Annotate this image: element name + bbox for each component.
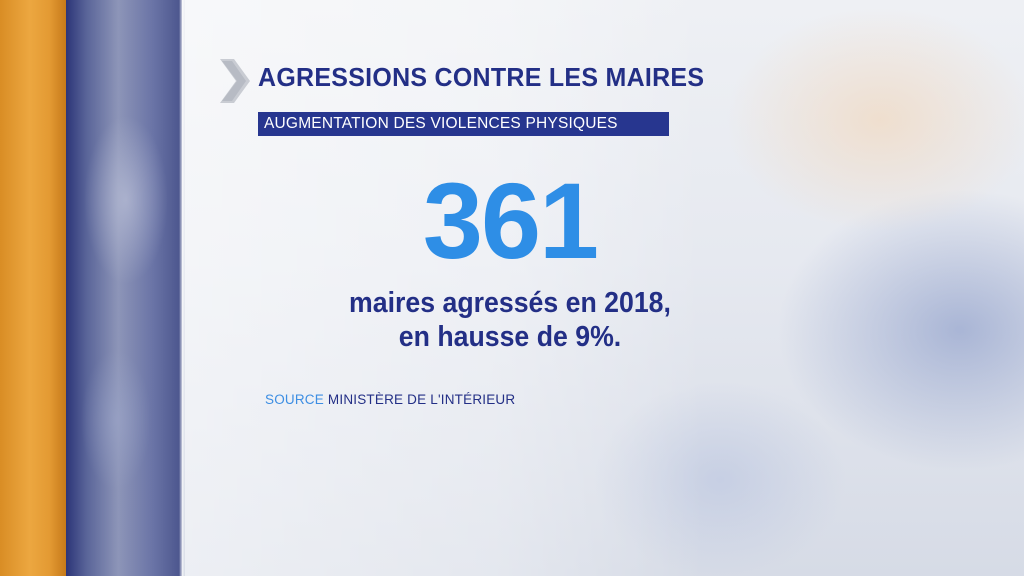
graphic-subtitle: AUGMENTATION DES VIOLENCES PHYSIQUES xyxy=(258,112,669,136)
caption-line-2: en hausse de 9%. xyxy=(398,321,622,353)
key-figure-caption: maires agressés en 2018, en hausse de 9%… xyxy=(280,286,740,354)
orange-side-stripe xyxy=(0,0,66,576)
panel-glow xyxy=(185,0,705,576)
blue-side-stripe xyxy=(66,0,182,576)
source-label: SOURCE xyxy=(265,392,324,407)
source-line: SOURCE MINISTÈRE DE L'INTÉRIEUR xyxy=(265,392,515,407)
source-value: MINISTÈRE DE L'INTÉRIEUR xyxy=(327,392,516,407)
caption-line-1: maires agressés en 2018, xyxy=(349,287,671,319)
graphic-title: AGRESSIONS CONTRE LES MAIRES xyxy=(258,62,705,92)
key-figure: 361 xyxy=(422,160,599,281)
chevron-right-icon xyxy=(220,59,250,103)
stripe-edge-highlight xyxy=(179,0,185,576)
